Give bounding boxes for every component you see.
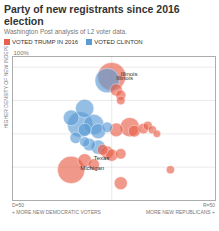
html-text:Party of new registrants since: Party of new registrants since 2016 elec… (4, 3, 180, 27)
html-text:MORE NEW REPUBLICANS +: MORE NEW REPUBLICANS + (146, 208, 215, 215)
html-text:Washington Post analysis of L2: Washington Post analysis of L2 voter dat… (4, 28, 127, 35)
html-text:VOTED CLINTON: VOTED CLINTON (94, 39, 143, 45)
svg-text:100%: 100% (14, 50, 30, 56)
html-text:+ MORE NEW DEMOCRATIC VOTERS: + MORE NEW DEMOCRATIC VOTERS (12, 208, 101, 215)
svg-text:Illinois: Illinois (116, 75, 133, 81)
svg-text:HIGHER DENSITY OF NEW INDEPEND: HIGHER DENSITY OF NEW INDEPENDENTS + (3, 46, 9, 129)
html-text:VOTED TRUMP IN 2016: VOTED TRUMP IN 2016 (12, 39, 79, 45)
svg-text:Texas: Texas (94, 155, 110, 161)
html-text:R=50: R=50 (202, 202, 215, 208)
svg-text:Michigan: Michigan (80, 165, 104, 171)
svg-text:Illinois: Illinois (120, 71, 138, 78)
html-text:D=50: D=50 (12, 202, 25, 208)
